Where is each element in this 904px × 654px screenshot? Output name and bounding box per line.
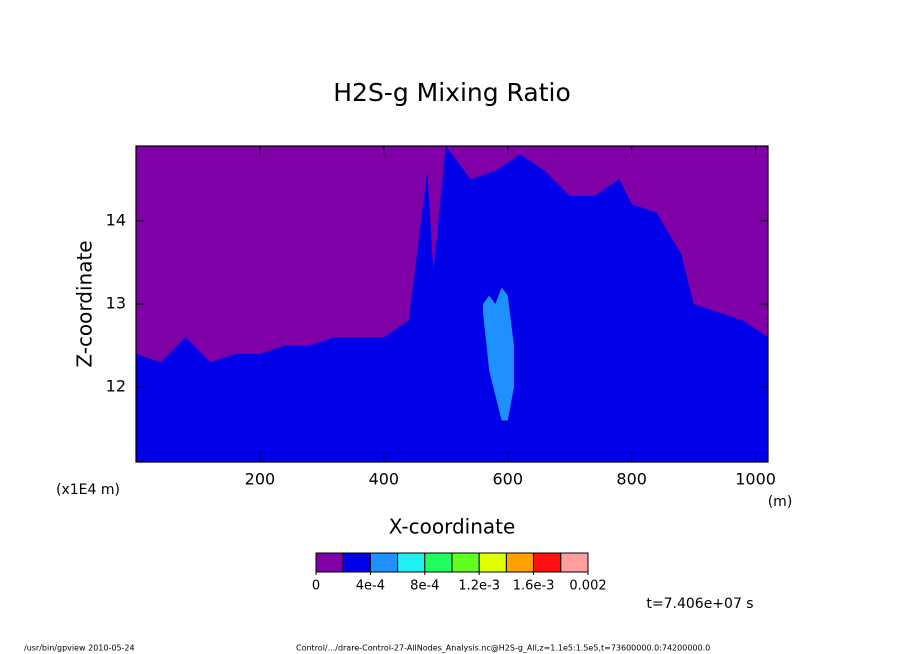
colorbar-box (424, 552, 453, 573)
x-tick-label: 200 (245, 470, 276, 489)
x-tick-label: 1000 (735, 470, 776, 489)
footer-right: Control/.../drare-Control-27-AllNodes_An… (296, 644, 710, 653)
y-tick-label: 12 (106, 377, 126, 396)
colorbar-box (505, 552, 535, 573)
colorbar-tick-label: 8e-4 (410, 579, 439, 594)
x-tick-label: 600 (492, 470, 523, 489)
colorbar-tick-label: 1.6e-3 (513, 579, 555, 594)
colorbar-box (560, 552, 589, 573)
time-label: t=7.406e+07 s (646, 596, 753, 612)
colorbar-box (342, 552, 371, 573)
colorbar-tick-label: 0 (312, 579, 320, 594)
x-tick-label: 800 (616, 470, 647, 489)
colorbar-tick-label: 0.002 (569, 579, 606, 594)
y-axis-label: Z-coordinate (73, 240, 97, 367)
colorbar-box (369, 552, 399, 573)
colorbar-tick-label: 1.2e-3 (458, 579, 500, 594)
colorbar-box (533, 552, 562, 573)
contour-region (482, 287, 514, 421)
contour-region (136, 146, 768, 462)
y-tick-label: 13 (106, 294, 126, 313)
x-axis-label: X-coordinate (389, 515, 516, 539)
x-unit: (m) (768, 494, 793, 510)
colorbar-tick-label: 4e-4 (356, 579, 385, 594)
chart-title: H2S-g Mixing Ratio (333, 78, 571, 107)
colorbar-box (315, 552, 344, 573)
colorbar-box (397, 552, 426, 573)
y-unit: (x1E4 m) (56, 482, 120, 498)
footer-left: /usr/bin/gpview 2010-05-24 (24, 644, 135, 653)
colorbar-box (478, 552, 507, 573)
y-tick-label: 14 (106, 210, 126, 229)
x-tick-label: 400 (369, 470, 400, 489)
colorbar-box (451, 552, 480, 573)
